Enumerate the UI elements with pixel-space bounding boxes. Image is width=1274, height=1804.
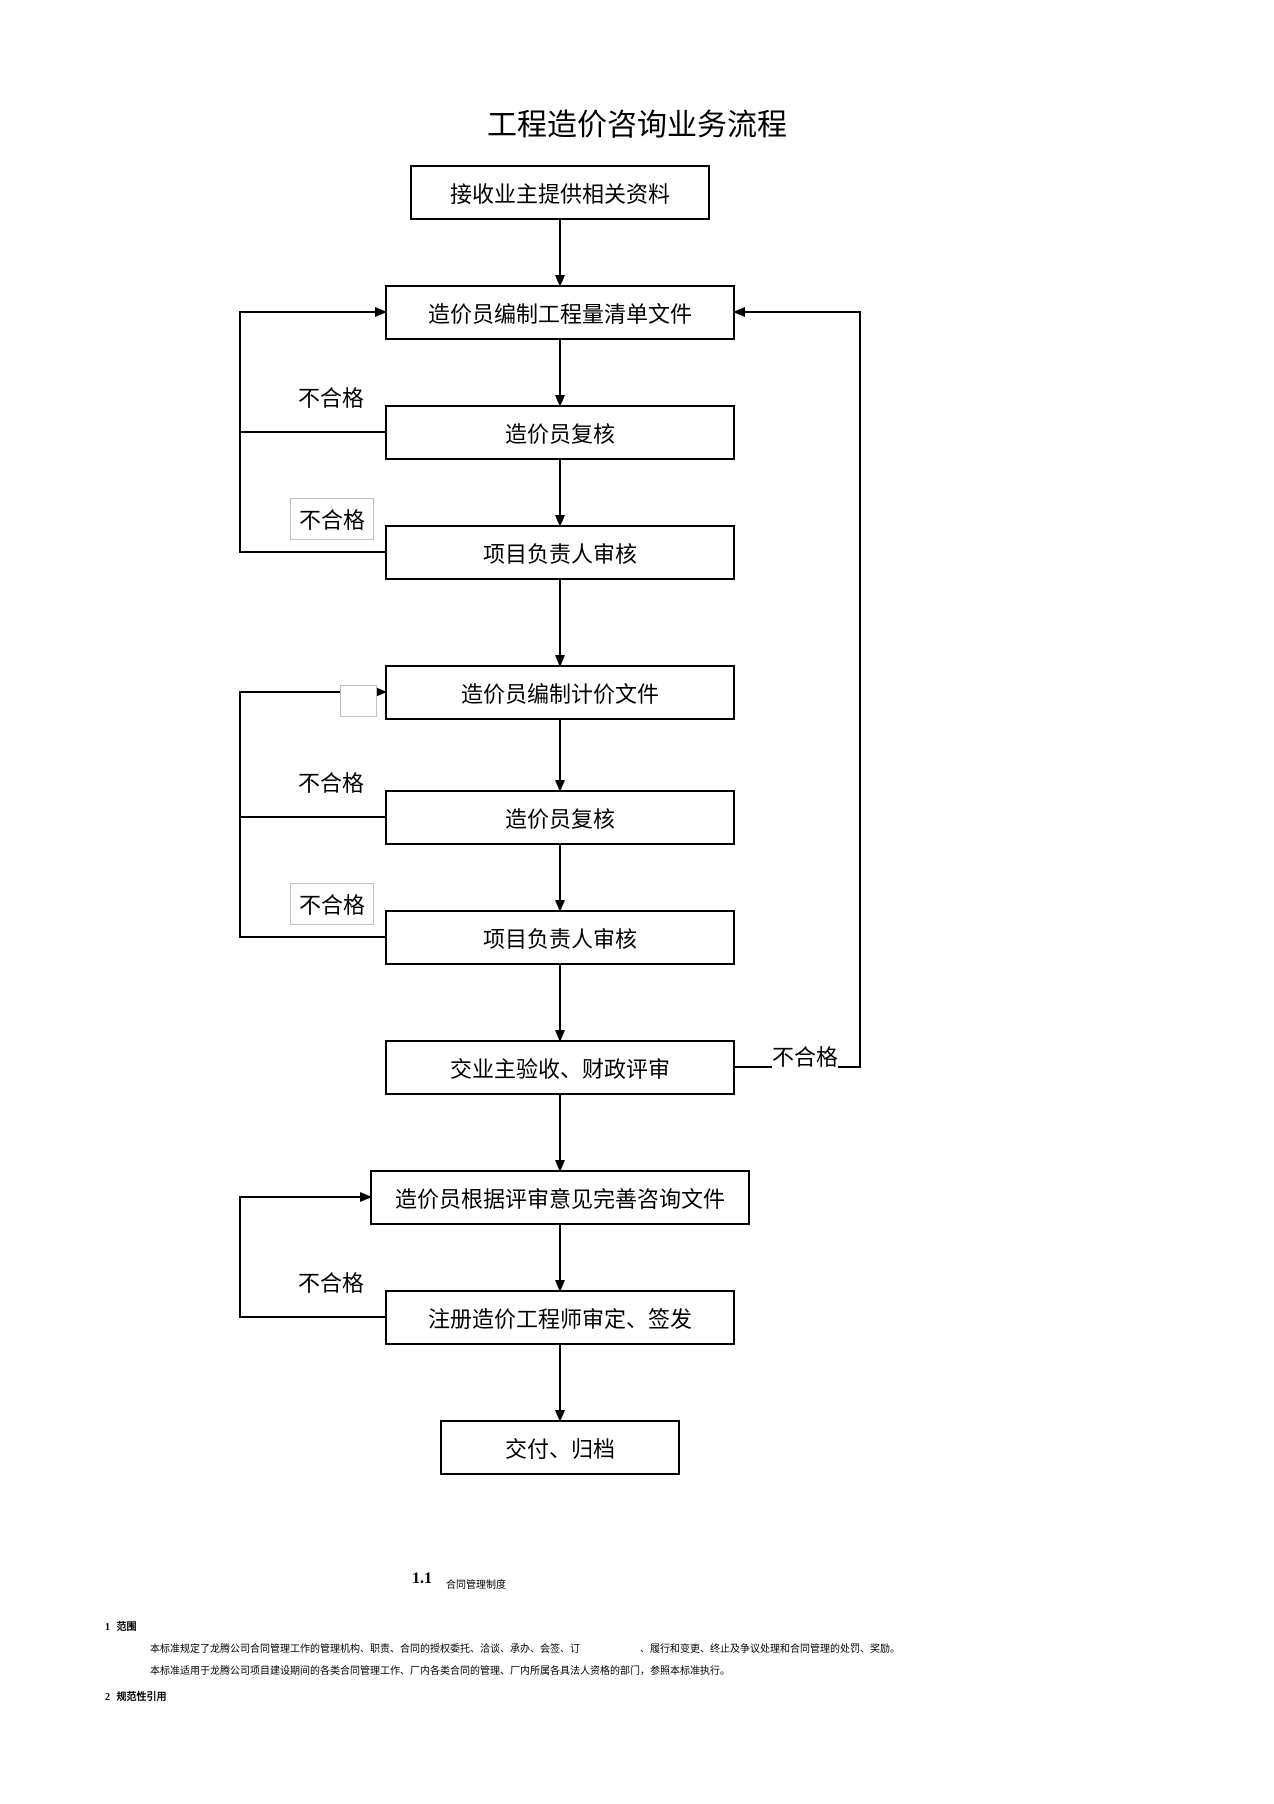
footer-item2-title: 规范性引用	[117, 1692, 167, 1703]
flow-node: 交业主验收、财政评审	[385, 1040, 735, 1095]
fail-label: 不合格	[298, 381, 364, 413]
fail-label: 不合格	[290, 498, 374, 540]
fail-label: 不合格	[772, 1040, 838, 1072]
footer-item1-line1: 本标准规定了龙腾公司合同管理工作的管理机构、职责、合同的授权委托、洽谈、承办、会…	[150, 1640, 580, 1655]
flow-node: 造价员复核	[385, 405, 735, 460]
page: 工程造价咨询业务流程 接收业主提供相关资料造价员编制工程量清单文件造价员复核项目…	[0, 0, 1274, 1804]
flow-node: 接收业主提供相关资料	[410, 165, 710, 220]
flow-node: 项目负责人审核	[385, 525, 735, 580]
flow-node: 造价员复核	[385, 790, 735, 845]
flow-node: 造价员根据评审意见完善咨询文件	[370, 1170, 750, 1225]
footer-item2-num: 2 规范性引用	[105, 1688, 167, 1703]
fail-label: 不合格	[290, 883, 374, 925]
decor-box	[340, 685, 377, 717]
footer-item1-title: 范围	[117, 1622, 137, 1633]
flow-node: 造价员编制计价文件	[385, 665, 735, 720]
flow-node: 交付、归档	[440, 1420, 680, 1475]
flow-node: 注册造价工程师审定、签发	[385, 1290, 735, 1345]
section-number: 1.1	[412, 1570, 432, 1588]
footer-item2-num-text: 2	[105, 1692, 110, 1703]
page-title: 工程造价咨询业务流程	[0, 100, 1274, 144]
footer-item1-line2: 本标准适用于龙腾公司项目建设期间的各类合同管理工作、厂内各类合同的管理、厂内所属…	[150, 1662, 730, 1677]
flow-node: 项目负责人审核	[385, 910, 735, 965]
flow-node: 造价员编制工程量清单文件	[385, 285, 735, 340]
footer-item1-num: 1 范围	[105, 1618, 137, 1633]
fail-label: 不合格	[298, 766, 364, 798]
fail-label: 不合格	[298, 1266, 364, 1298]
section-title: 合同管理制度	[446, 1576, 506, 1591]
footer-item1-num-text: 1	[105, 1622, 110, 1633]
footer-item1-line1b: 、履行和变更、终止及争议处理和合同管理的处罚、奖励。	[640, 1640, 900, 1655]
